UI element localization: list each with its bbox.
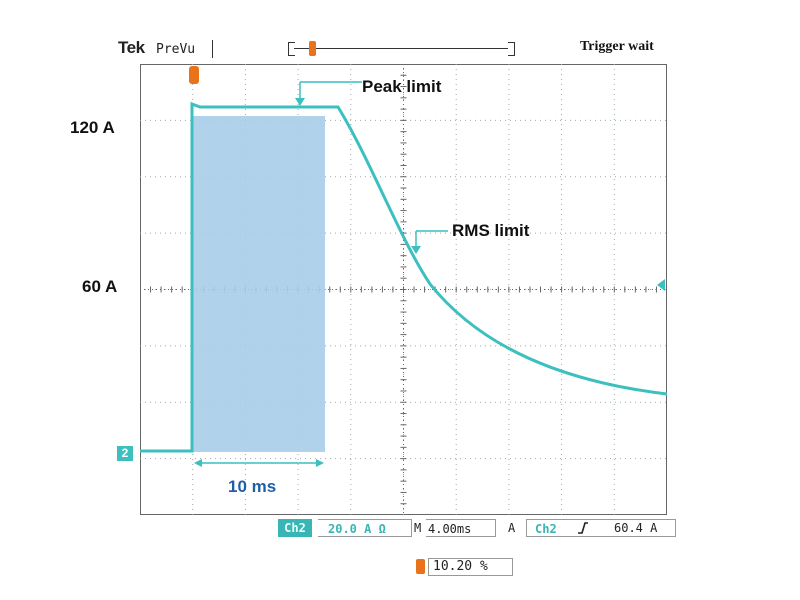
rising-edge-icon	[578, 522, 588, 534]
trigger-mode-readout: A	[508, 521, 516, 535]
duration-arrow-right-icon	[316, 459, 324, 467]
record-bracket-right	[508, 42, 515, 56]
y-label-120a: 120 A	[70, 118, 115, 137]
acquisition-mode: PreVu	[156, 42, 196, 57]
trigger-position-marker-icon[interactable]	[189, 66, 199, 84]
duration-label: 10 ms	[228, 477, 277, 496]
shaded-10ms-region	[193, 116, 325, 452]
scope-graticule[interactable]	[140, 64, 667, 515]
trigger-level-arrow-icon[interactable]	[657, 279, 665, 291]
trigger-status: Trigger wait	[580, 39, 654, 54]
record-view-bar	[294, 48, 508, 49]
peak-limit-label: Peak limit	[362, 77, 442, 96]
duration-arrow-left-icon	[194, 459, 202, 467]
header-separator	[212, 40, 213, 58]
timebase-readout[interactable]: 4.00ms	[426, 519, 496, 537]
waveform-trace	[140, 101, 667, 453]
rms-limit-label: RMS limit	[452, 221, 530, 240]
horizontal-position-readout: 10.20 %	[428, 558, 513, 576]
record-position-marker-icon[interactable]	[309, 41, 316, 56]
y-label-60a: 60 A	[82, 277, 118, 296]
timebase-prefix: M	[414, 521, 422, 535]
tek-brand: Tek	[118, 38, 145, 57]
trigger-source-readout[interactable]: Ch2	[526, 519, 676, 537]
peak-arrow-icon	[295, 98, 305, 106]
channel-readout[interactable]: Ch2	[278, 519, 312, 537]
rms-arrow-icon	[411, 246, 421, 254]
trigger-level-readout: 60.4 A	[614, 521, 658, 535]
channel-2-ground-marker[interactable]: 2	[117, 446, 133, 461]
horizontal-position-marker-icon	[416, 559, 425, 574]
record-bracket-left	[288, 42, 295, 56]
vertical-scale-readout[interactable]: 20.0 A Ω	[318, 519, 412, 537]
